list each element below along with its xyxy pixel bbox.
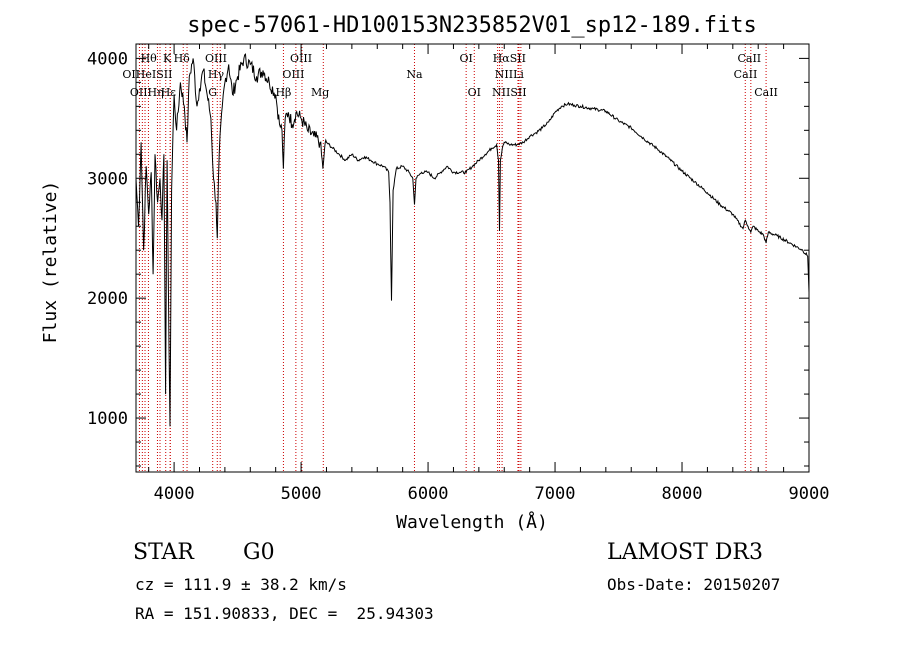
line-label-3: OIII [205,52,227,65]
line-label-19: OI [468,86,481,99]
x-tick-label-1: 5000 [281,484,322,504]
line-label-4: OIII [290,52,312,65]
x-tick-label-2: 6000 [408,484,449,504]
x-tick-label-4: 8000 [662,484,703,504]
line-label-18: Mg [311,86,329,99]
object-subclass: G0 [243,540,275,565]
axis-ticks: 4000 5000 6000 7000 8000 9000 1000 2000 3000 4000 [87,44,829,504]
redshift-readout: cz = 111.9 ± 38.2 km/s [135,575,347,594]
plot-frame [135,43,810,473]
chart-title: spec-57061-HD100153N235852V01_sp12-189.f… [187,13,757,38]
survey-name: LAMOST DR3 [607,540,763,565]
coordinates-readout: RA = 151.90833, DEC = 25.94303 [135,604,434,623]
line-label-21: CaII [754,86,778,99]
line-label-0: Hθ [141,52,158,65]
line-label-5: OI [459,52,472,65]
x-axis-label: Wavelength (Å) [396,511,548,533]
line-label-15: Hε [161,86,177,99]
line-label-11: Na [406,68,423,81]
y-tick-label-0: 1000 [87,409,128,429]
object-class: STAR [133,540,194,565]
observation-date: Obs-Date: 20150207 [607,575,781,594]
y-axis-label: Flux (relative) [40,181,61,344]
line-label-13: CaII [734,68,758,81]
line-label-7: CaII [737,52,761,65]
spectral-lines [138,44,767,472]
line-label-10: OIII [282,68,304,81]
x-tick-label-0: 4000 [154,484,195,504]
x-tick-label-3: 7000 [535,484,576,504]
line-label-12: NIILi [495,68,525,81]
spectrum-line [135,53,810,427]
line-label-14: OIIHη [130,86,164,99]
line-labels: Hθ K Hδ OIII OIII OI HαSII CaII OIHeISII Hγ OIII Na… [122,52,778,99]
line-label-1: K [163,52,172,65]
line-label-2: Hδ [174,52,191,65]
line-label-9: Hγ [208,68,225,81]
line-label-6: HαSII [493,52,526,65]
x-tick-label-5: 9000 [789,484,830,504]
y-tick-label-3: 4000 [87,49,128,69]
line-label-20: NIISII [492,86,527,99]
line-label-16: G [208,86,217,99]
line-label-8: OIHeISII [122,68,172,81]
y-tick-label-2: 3000 [87,169,128,189]
line-label-17: Hβ [275,86,291,99]
y-tick-label-1: 2000 [87,289,128,309]
